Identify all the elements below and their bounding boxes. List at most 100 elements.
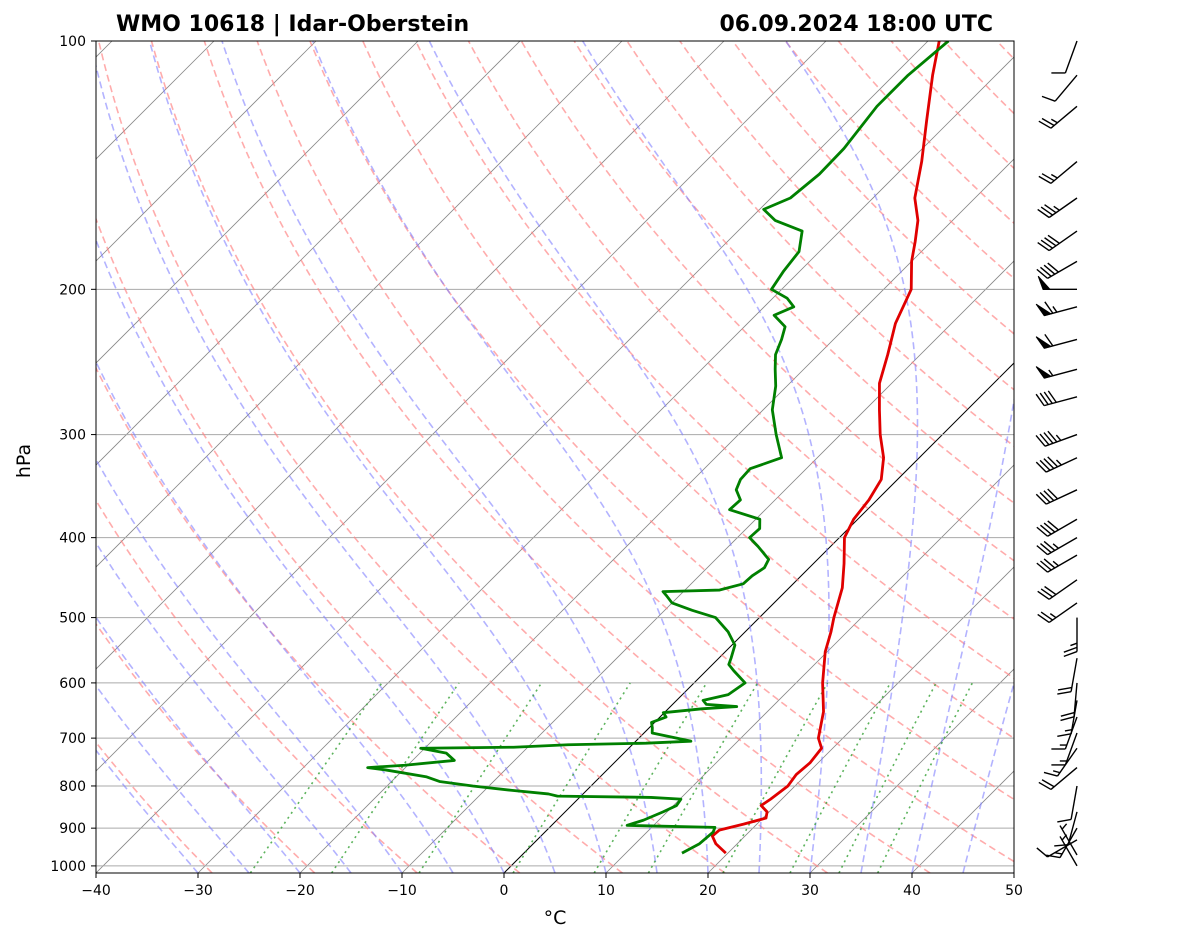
x-tick-label: −20 <box>285 883 315 899</box>
wind-barb-feather <box>1038 781 1052 791</box>
dry-adiabat-lines <box>96 41 1014 873</box>
wind-barb-feather <box>1036 526 1049 537</box>
plot-area <box>96 41 1014 873</box>
wind-barb-feather <box>1040 588 1053 598</box>
wind-barb-feather <box>1063 646 1078 653</box>
wind-barb <box>1054 811 1078 847</box>
dry-adiabat <box>309 41 1014 801</box>
wind-barb-staff <box>1067 811 1078 845</box>
wind-barb-feather <box>1047 488 1059 500</box>
mixing-ratio-lines <box>249 682 974 873</box>
wind-barb-half-feather <box>1064 729 1072 732</box>
x-tick-label: 50 <box>1005 883 1023 899</box>
moist-adiabat <box>1013 870 1014 873</box>
wind-barb-staff <box>1073 682 1078 717</box>
wind-barb-staff <box>1047 839 1078 858</box>
wind-barb-staff <box>1047 537 1078 556</box>
mixing-ratio-line <box>331 682 460 873</box>
wind-barb-feather <box>1041 173 1055 182</box>
mixing-ratio-line <box>593 682 708 873</box>
wind-barb-feather <box>1047 430 1058 443</box>
dry-adiabat <box>203 41 931 873</box>
wind-barb <box>1041 74 1078 102</box>
wind-barb-feather <box>1040 206 1053 216</box>
wind-barb-half-feather <box>1052 306 1058 313</box>
wind-barb-feather <box>1040 611 1053 621</box>
wind-barb-half-feather <box>1052 770 1061 774</box>
wind-barb-pennant <box>1035 336 1053 349</box>
y-tick-label: 100 <box>59 34 86 50</box>
wind-barb-feather <box>1044 333 1054 347</box>
plot-frame <box>95 40 1015 874</box>
wind-barb-feather <box>1041 117 1055 127</box>
wind-barb-feather <box>1035 435 1046 447</box>
wind-barb-half-feather <box>1050 118 1058 124</box>
dry-adiabat <box>573 41 1014 505</box>
wind-barb <box>1035 301 1078 317</box>
wind-barb-staff <box>1047 518 1078 537</box>
wind-barb-staff <box>1064 732 1078 766</box>
wind-barb-staff <box>1056 747 1078 777</box>
wind-barb-feather <box>1040 524 1052 535</box>
wind-barb-feather <box>1043 391 1053 404</box>
wind-barb-feather <box>1037 241 1050 252</box>
wind-barb-feather <box>1043 522 1056 533</box>
wind-barb-feather <box>1044 237 1057 247</box>
y-tick-label: 500 <box>59 611 86 627</box>
wind-barb-feather <box>1060 716 1075 722</box>
wind-barb-feather <box>1037 590 1050 600</box>
dry-adiabat <box>96 366 521 873</box>
wind-barb-feather <box>1041 779 1055 788</box>
wind-barb-staff <box>1059 836 1078 867</box>
isotherm-zero <box>503 362 1014 873</box>
y-tick-label: 300 <box>59 428 86 444</box>
isotherm <box>96 41 521 466</box>
wind-barb-feather <box>1040 543 1052 554</box>
y-tick-label: 900 <box>59 821 86 837</box>
dry-adiabat <box>679 41 1014 391</box>
x-tick-label: 10 <box>597 883 615 899</box>
plot-background <box>96 41 1014 873</box>
wind-barb-feather <box>1043 432 1054 444</box>
wind-barb <box>1036 554 1078 573</box>
wind-barb <box>1038 161 1078 185</box>
y-axis: 100 200 300 400 500 600 700 800 900 1000 <box>50 34 96 875</box>
wind-barb-half-feather <box>1048 369 1054 377</box>
wind-barb <box>1037 230 1078 252</box>
wind-barb-feather <box>1043 458 1055 470</box>
wind-barb <box>1036 518 1078 537</box>
wind-barb <box>1057 658 1078 695</box>
moist-adiabat <box>581 41 830 873</box>
wind-barb-half-feather <box>1061 823 1068 830</box>
x-tick-label: 40 <box>903 883 921 899</box>
wind-barb-feather <box>1047 520 1059 531</box>
x-axis-label: °C <box>544 907 567 929</box>
wind-barb-feather <box>1057 733 1072 737</box>
pressure-grid-lines <box>96 41 1014 867</box>
wind-barb-feather <box>1039 492 1051 503</box>
mixing-ratio-line <box>418 682 543 873</box>
wind-barb-feather <box>1036 268 1049 279</box>
isotherm <box>299 158 1014 873</box>
wind-barb <box>1035 366 1078 379</box>
moist-adiabat <box>148 41 607 873</box>
y-tick-label: 400 <box>59 531 86 547</box>
isotherm <box>0 41 10 873</box>
wind-barb-half-feather <box>1055 852 1063 855</box>
x-tick-label: −10 <box>387 883 417 899</box>
isotherm <box>707 566 1014 873</box>
wind-barb <box>1035 456 1078 473</box>
isotherm <box>809 668 1014 873</box>
wind-barb-half-feather <box>1053 205 1060 211</box>
isotherm <box>96 41 317 262</box>
mixing-ratio-line <box>838 682 937 873</box>
wind-barb-staff <box>1050 105 1078 129</box>
wind-barb <box>1038 105 1078 129</box>
dry-adiabat <box>96 622 316 873</box>
temperature-profile-line <box>710 41 941 855</box>
y-tick-label: 600 <box>59 676 86 692</box>
wind-barb-feather <box>1038 120 1052 129</box>
wind-barb-feather <box>1057 690 1072 695</box>
wind-barb-feather <box>1063 650 1078 658</box>
wind-barb-staff <box>1045 489 1078 505</box>
